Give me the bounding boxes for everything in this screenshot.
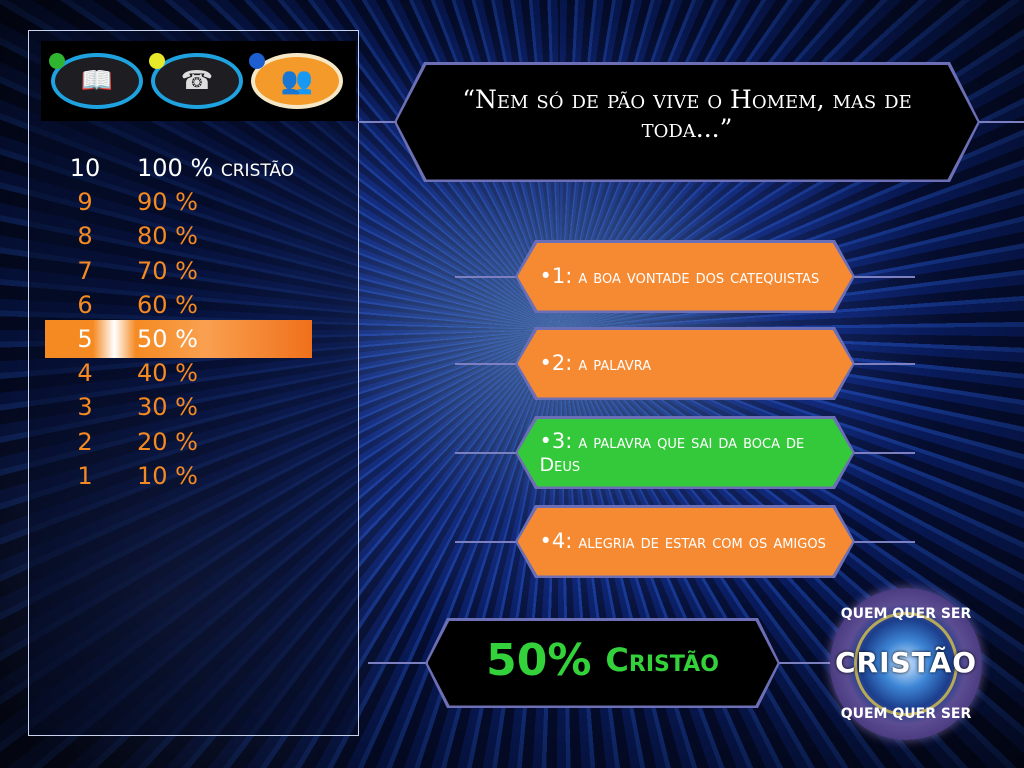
result-word: Cristão	[605, 641, 719, 679]
connector-line	[455, 276, 517, 278]
logo-bottom-text: QUEM QUER SER	[840, 706, 972, 722]
level-number: 9	[77, 188, 93, 217]
prize-ladder-panel: 📖 ☎ 👥 10 100 % cristão 9 90 % 8 80 % 7 70 % 6 60 …	[28, 30, 359, 736]
answer-option-3[interactable]: •3: a palavra que sai da boca de Deus	[515, 416, 855, 489]
ladder-level-9: 9 90 %	[45, 183, 312, 221]
connector-line	[455, 452, 517, 454]
result-percent: 50%	[486, 634, 592, 686]
ladder-level-6: 6 60 %	[45, 286, 312, 324]
answer-label: •2:	[539, 350, 573, 375]
ladder-level-10: 10 100 % cristão	[45, 149, 312, 187]
level-value: 30 %	[137, 393, 198, 422]
level-number: 10	[69, 154, 101, 182]
level-value: 40 %	[137, 359, 198, 388]
answer-label: •4:	[539, 528, 573, 553]
lifeline-phone-button[interactable]: ☎	[149, 53, 243, 109]
ladder-level-5: 5 50 %	[45, 320, 312, 358]
connector-line	[455, 363, 517, 365]
level-number: 4	[77, 359, 93, 388]
answer-option-1[interactable]: •1: a boa vontade dos catequistas	[515, 240, 855, 313]
connector-line	[358, 121, 398, 123]
ladder-level-8: 8 80 %	[45, 217, 312, 255]
level-number: 8	[77, 222, 93, 251]
level-value: 80 %	[137, 222, 198, 251]
blue-dot-icon	[249, 53, 265, 69]
logo-top-text: QUEM QUER SER	[840, 606, 972, 622]
answer-option-2[interactable]: •2: a palavra	[515, 327, 855, 400]
logo-title: CRISTÃO	[834, 646, 978, 679]
connector-line	[978, 121, 1024, 123]
level-number: 5	[77, 325, 93, 353]
lifeline-fifty-fifty-button[interactable]: 📖	[49, 53, 143, 109]
level-value: 10 %	[137, 461, 198, 490]
level-number: 2	[77, 427, 93, 456]
answer-text: a palavra	[578, 352, 652, 375]
level-number: 6	[77, 290, 93, 319]
phone-icon: ☎	[180, 66, 214, 96]
answer-label: •1:	[539, 263, 573, 288]
question-box: “Nem só de pão vive o Homem, mas de toda…	[394, 62, 980, 182]
connector-line	[853, 452, 915, 454]
answer-option-4[interactable]: •4: alegria de estar com os amigos	[515, 505, 855, 578]
ladder-level-3: 3 30 %	[45, 388, 312, 426]
level-value: 50 %	[137, 325, 198, 353]
audience-icon: 👥	[280, 66, 314, 96]
book-icon: 📖	[80, 66, 114, 96]
question-text: “Nem só de pão vive o Homem, mas de toda…	[397, 65, 978, 180]
level-number: 7	[77, 256, 93, 285]
connector-line	[368, 662, 428, 664]
connector-line	[853, 276, 915, 278]
answer-text: alegria de estar com os amigos	[578, 530, 826, 553]
connector-line	[853, 541, 915, 543]
answer-text: a palavra que sai da boca de Deus	[539, 430, 805, 476]
answer-text: a boa vontade dos catequistas	[578, 265, 820, 288]
game-logo: QUEM QUER SER CRISTÃO QUEM QUER SER	[830, 588, 982, 740]
green-dot-icon	[49, 53, 65, 69]
lifeline-audience-button[interactable]: 👥	[249, 53, 343, 109]
connector-line	[853, 363, 915, 365]
ladder-level-7: 7 70 %	[45, 252, 312, 290]
answer-label: •3:	[539, 428, 573, 453]
level-value: 60 %	[137, 290, 198, 319]
ladder-level-4: 4 40 %	[45, 354, 312, 392]
level-value: 90 %	[137, 188, 198, 217]
level-value: 70 %	[137, 256, 198, 285]
ladder-level-1: 1 10 %	[45, 457, 312, 495]
connector-line	[778, 662, 832, 664]
level-number: 3	[77, 393, 93, 422]
ladder-level-2: 2 20 %	[45, 423, 312, 461]
lifelines-bar: 📖 ☎ 👥	[41, 41, 356, 121]
yellow-dot-icon	[149, 53, 165, 69]
level-value: 20 %	[137, 427, 198, 456]
level-value: 100 % cristão	[137, 154, 295, 182]
level-number: 1	[77, 461, 93, 490]
connector-line	[455, 541, 517, 543]
result-box: 50% Cristão	[425, 618, 780, 708]
